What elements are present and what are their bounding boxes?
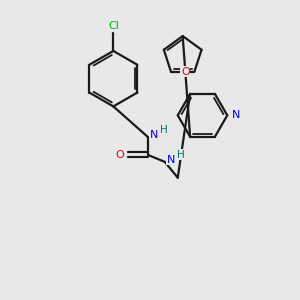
Text: O: O [181,67,190,77]
Text: N: N [150,130,158,140]
Text: H: H [177,150,184,160]
Text: N: N [232,110,240,120]
Text: N: N [167,155,175,165]
Text: Cl: Cl [108,21,119,31]
Text: H: H [160,125,168,135]
Text: O: O [115,150,124,160]
